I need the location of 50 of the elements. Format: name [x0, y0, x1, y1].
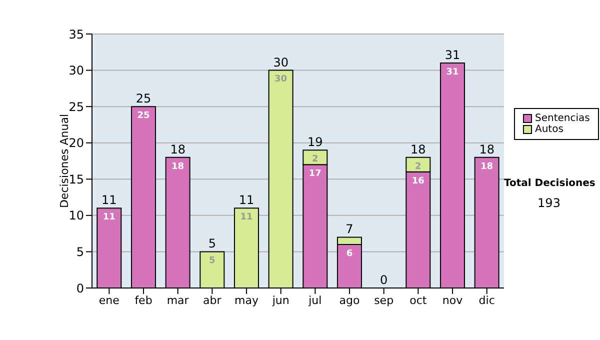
data-label: 5 [209, 256, 216, 266]
data-label: 31 [446, 67, 459, 78]
legend-label: Sentencias [535, 113, 590, 124]
y-tick-label: 25 [68, 100, 84, 114]
y-tick-label: 0 [76, 281, 84, 296]
annotation: Total Decisiones [504, 178, 596, 189]
total-label: 11 [102, 193, 117, 208]
y-axis-title: Decisiones Anual [58, 114, 71, 208]
legend-label: Autos [535, 124, 564, 135]
total-label: 7 [346, 222, 354, 236]
data-label: 30 [274, 74, 288, 85]
data-label: 11 [240, 212, 253, 223]
y-tick-label: 10 [68, 208, 84, 223]
x-tick-label: mar [166, 294, 190, 307]
data-label: 2 [312, 154, 318, 165]
x-tick-label: jun [271, 294, 290, 307]
x-tick-label: may [234, 294, 259, 307]
text: 193 [536, 196, 562, 210]
x-tick-label: nov [442, 294, 464, 307]
y-tick-label: 30 [68, 64, 84, 78]
total-label: 11 [238, 193, 254, 208]
data-label: 6 [346, 248, 353, 259]
x-tick-label: ago [339, 294, 360, 307]
data-label: 11 [102, 212, 116, 223]
total-label: 18 [410, 142, 426, 156]
x-tick-label: feb [134, 294, 152, 307]
total-label: 18 [170, 142, 186, 156]
x-tick-label: dic [478, 294, 495, 307]
x-tick-label: jul [308, 294, 322, 307]
data-label: 25 [137, 110, 150, 121]
data-label: 16 [412, 176, 424, 186]
x-tick-label: oct [410, 294, 428, 307]
y-tick-label: 20 [68, 136, 84, 150]
x-tick-label: sep [374, 294, 394, 307]
total-label: 0 [380, 273, 388, 287]
total-label: 5 [208, 236, 216, 251]
y-tick-label: 15 [68, 172, 84, 186]
total-label: 18 [479, 142, 494, 156]
total-label: 31 [444, 48, 460, 62]
y-tick-label: 5 [76, 244, 84, 259]
y-tick-label: 35 [68, 27, 84, 42]
x-tick-label: ene [98, 294, 120, 307]
data-label: 18 [480, 162, 494, 172]
data-label: 18 [172, 162, 184, 172]
total-label: 30 [273, 55, 288, 70]
total-label: 19 [308, 135, 323, 150]
data-label: 2 [415, 162, 422, 172]
data-label: 17 [308, 169, 322, 180]
total-label: 25 [136, 92, 152, 106]
x-tick-label: abr [203, 294, 222, 307]
